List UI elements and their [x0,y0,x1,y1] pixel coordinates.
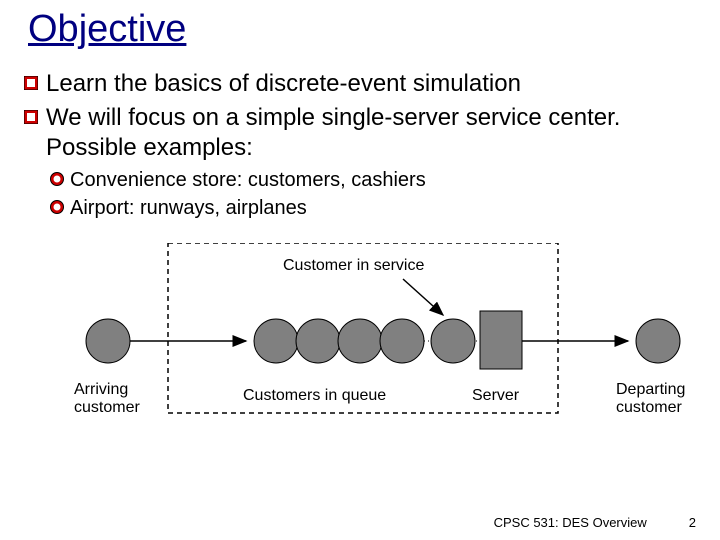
bullet-text: Learn the basics of discrete-event simul… [46,69,521,99]
queue-customer-circle [296,319,340,363]
sub-bullet-text: Convenience store: customers, cashiers [70,167,426,193]
slide-title: Objective [0,0,720,51]
departing-customer-circle [636,319,680,363]
content-area: Learn the basics of discrete-event simul… [0,51,720,433]
queue-customer-circle [254,319,298,363]
bullet-text: We will focus on a simple single-server … [46,103,696,163]
sub-bullet-row: Airport: runways, airplanes [50,195,696,221]
circle-bullet-icon [50,172,64,186]
bullet-row: Learn the basics of discrete-event simul… [24,69,696,99]
queue-customer-circle [338,319,382,363]
arriving-label-line2: customer [74,399,140,416]
footer-course: CPSC 531: DES Overview [494,515,647,530]
arriving-label: Arriving customer [74,381,140,418]
departing-label: Departing customer [616,381,685,418]
in-service-customer-circle [431,319,475,363]
queue-label: Customers in queue [243,387,386,405]
arriving-label-line1: Arriving [74,381,128,398]
arriving-customer-circle [86,319,130,363]
departing-label-line2: customer [616,399,682,416]
slide-footer: CPSC 531: DES Overview 2 [494,515,696,530]
queue-diagram: Customer in service Arriving customer Cu… [48,243,672,433]
square-bullet-icon [24,76,38,90]
server-label: Server [472,387,519,405]
departing-label-line1: Departing [616,381,685,398]
circle-bullet-icon [50,200,64,214]
sub-bullet-text: Airport: runways, airplanes [70,195,307,221]
server-rect [480,311,522,369]
sub-bullet-row: Convenience store: customers, cashiers [50,167,696,193]
in-service-pointer-arrow [403,279,443,315]
in-service-label: Customer in service [283,257,424,275]
square-bullet-icon [24,110,38,124]
queue-customer-circle [380,319,424,363]
sub-bullet-list: Convenience store: customers, cashiers A… [50,167,696,221]
footer-page-number: 2 [689,515,696,530]
bullet-row: We will focus on a simple single-server … [24,103,696,163]
